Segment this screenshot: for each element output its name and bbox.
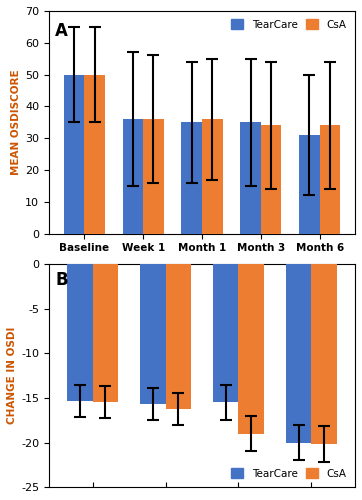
Y-axis label: MEAN OSDISCORE: MEAN OSDISCORE <box>11 70 21 175</box>
Bar <box>181 122 202 234</box>
Y-axis label: CHANGE IN OSDI: CHANGE IN OSDI <box>7 327 17 424</box>
Bar <box>311 264 337 444</box>
Bar <box>240 122 261 234</box>
Text: A: A <box>55 22 68 40</box>
Bar <box>140 264 165 404</box>
Bar <box>143 119 164 234</box>
Bar <box>64 74 84 234</box>
Bar <box>239 264 264 434</box>
Bar <box>202 119 223 234</box>
Bar <box>261 126 282 234</box>
Bar <box>84 74 105 234</box>
Bar <box>286 264 311 442</box>
Bar <box>93 264 118 402</box>
Text: B: B <box>55 271 68 289</box>
Bar <box>123 119 143 234</box>
Bar <box>67 264 93 400</box>
Legend: TearCare, CsA: TearCare, CsA <box>228 16 350 32</box>
Bar <box>299 135 320 234</box>
Bar <box>213 264 239 402</box>
Bar <box>165 264 191 408</box>
Legend: TearCare, CsA: TearCare, CsA <box>228 466 350 482</box>
Bar <box>320 126 340 234</box>
